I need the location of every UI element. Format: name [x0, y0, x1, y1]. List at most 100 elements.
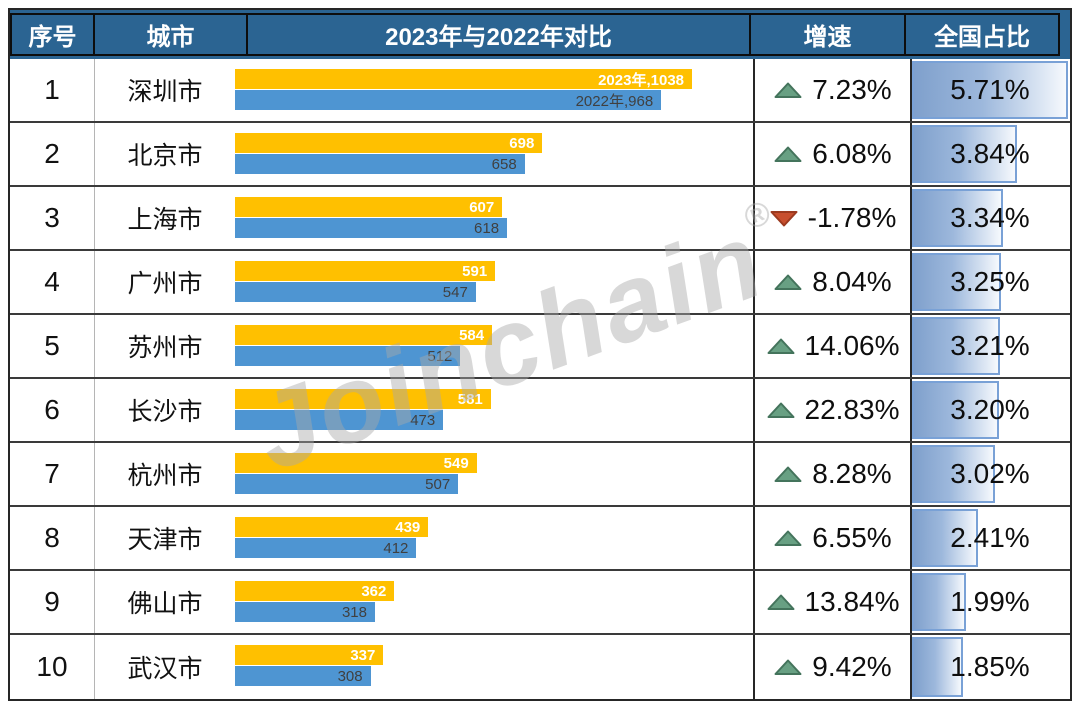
bar-2022-label: 473	[410, 411, 436, 429]
bar-2022-label: 512	[427, 347, 453, 365]
city-name: 苏州市	[127, 334, 203, 362]
header-city: 城市	[93, 13, 248, 56]
comparison-chart-cell: 581 473	[235, 379, 755, 441]
bar-2023: 549	[235, 453, 477, 473]
city-cell: 上海市	[95, 187, 235, 249]
bar-2023-label: 439	[395, 518, 421, 536]
share-cell: 3.02%	[912, 443, 1068, 505]
share-cell: 2.41%	[912, 507, 1068, 569]
bar-group: 584 512	[235, 325, 692, 366]
growth-value: 8.28%	[812, 458, 892, 489]
bar-2023-label: 607	[469, 198, 495, 216]
trend-icon	[770, 210, 798, 226]
growth-value: -1.78%	[807, 202, 897, 233]
trend-icon	[774, 466, 802, 482]
trend-icon	[767, 402, 795, 418]
rank-number: 7	[44, 458, 60, 489]
share-value: 3.02%	[950, 458, 1030, 489]
comparison-chart-cell: 362 318	[235, 571, 755, 633]
bar-2022-label: 547	[442, 283, 468, 301]
table-row: 10 武汉市 337 308 9.42% 1.85%	[10, 635, 1070, 699]
share-cell: 5.71%	[912, 59, 1068, 121]
rank-cell: 9	[10, 571, 95, 633]
rank-cell: 5	[10, 315, 95, 377]
bar-group: 549 507	[235, 453, 692, 494]
growth-value: 6.55%	[812, 522, 892, 553]
share-databar	[912, 637, 963, 697]
bar-2022: 308	[235, 666, 371, 686]
city-cell: 天津市	[95, 507, 235, 569]
table-row: 2 北京市 698 658 6.08% 3.84%	[10, 123, 1070, 187]
bar-2022: 512	[235, 346, 461, 366]
city-cell: 苏州市	[95, 315, 235, 377]
comparison-chart-cell: 337 308	[235, 635, 755, 699]
share-cell: 3.21%	[912, 315, 1068, 377]
rank-cell: 2	[10, 123, 95, 185]
comparison-chart-cell: 2023年,1038 2022年,968	[235, 59, 755, 121]
growth-value: 7.23%	[812, 74, 892, 105]
growth-cell: 9.42%	[755, 635, 912, 699]
bar-2022-label: 658	[491, 155, 517, 173]
share-databar	[912, 509, 978, 567]
rank-cell: 3	[10, 187, 95, 249]
rank-number: 4	[44, 266, 60, 297]
header-comparison: 2023年与2022年对比	[246, 13, 751, 56]
bar-2022: 412	[235, 538, 417, 558]
rank-number: 9	[44, 586, 60, 617]
table-row: 9 佛山市 362 318 13.84% 1.99%	[10, 571, 1070, 635]
share-databar	[912, 253, 1001, 311]
table-row: 1 深圳市 2023年,1038 2022年,968 7.23% 5.71%	[10, 59, 1070, 123]
city-name: 北京市	[127, 142, 203, 170]
growth-cell: 6.55%	[755, 507, 912, 569]
bar-2022: 318	[235, 602, 375, 622]
city-cell: 北京市	[95, 123, 235, 185]
trend-icon	[774, 146, 802, 162]
rank-cell: 8	[10, 507, 95, 569]
share-cell: 3.34%	[912, 187, 1068, 249]
growth-cell: 8.04%	[755, 251, 912, 313]
growth-cell: 6.08%	[755, 123, 912, 185]
bar-2023: 362	[235, 581, 395, 601]
share-value: 3.34%	[950, 202, 1030, 233]
growth-value: 14.06%	[804, 330, 900, 361]
bar-2022-label: 618	[474, 219, 500, 237]
city-name: 佛山市	[127, 590, 203, 618]
city-cell: 佛山市	[95, 571, 235, 633]
growth-cell: 13.84%	[755, 571, 912, 633]
share-value: 1.99%	[950, 586, 1030, 617]
header-growth: 增速	[749, 13, 906, 56]
trend-icon	[774, 530, 802, 546]
city-name: 广州市	[127, 270, 203, 298]
comparison-chart-cell: 584 512	[235, 315, 755, 377]
table-row: 5 苏州市 584 512 14.06% 3.21%	[10, 315, 1070, 379]
trend-icon	[774, 274, 802, 290]
table-row: 4 广州市 591 547 8.04% 3.25%	[10, 251, 1070, 315]
bar-2023-label: 698	[509, 134, 535, 152]
bar-2023: 607	[235, 197, 503, 217]
comparison-chart-cell: 439 412	[235, 507, 755, 569]
city-cell: 杭州市	[95, 443, 235, 505]
share-value: 3.21%	[950, 330, 1030, 361]
share-value: 3.20%	[950, 394, 1030, 425]
growth-value: 22.83%	[804, 394, 900, 425]
bar-2022: 547	[235, 282, 476, 302]
bar-group: 581 473	[235, 389, 692, 430]
trend-icon	[767, 594, 795, 610]
growth-value: 9.42%	[812, 651, 892, 682]
city-name: 上海市	[127, 206, 203, 234]
growth-cell: -1.78%	[755, 187, 912, 249]
rank-cell: 1	[10, 59, 95, 121]
share-value: 2.41%	[950, 522, 1030, 553]
growth-value: 8.04%	[812, 266, 892, 297]
share-value: 5.71%	[950, 74, 1030, 105]
city-name: 杭州市	[127, 462, 203, 490]
share-cell: 3.84%	[912, 123, 1068, 185]
header-share: 全国占比	[904, 13, 1060, 56]
rank-cell: 4	[10, 251, 95, 313]
bar-2023: 698	[235, 133, 543, 153]
bar-group: 337 308	[235, 645, 692, 686]
city-cell: 武汉市	[95, 635, 235, 699]
rank-number: 2	[44, 138, 60, 169]
bar-group: 591 547	[235, 261, 692, 302]
share-value: 1.85%	[950, 651, 1030, 682]
